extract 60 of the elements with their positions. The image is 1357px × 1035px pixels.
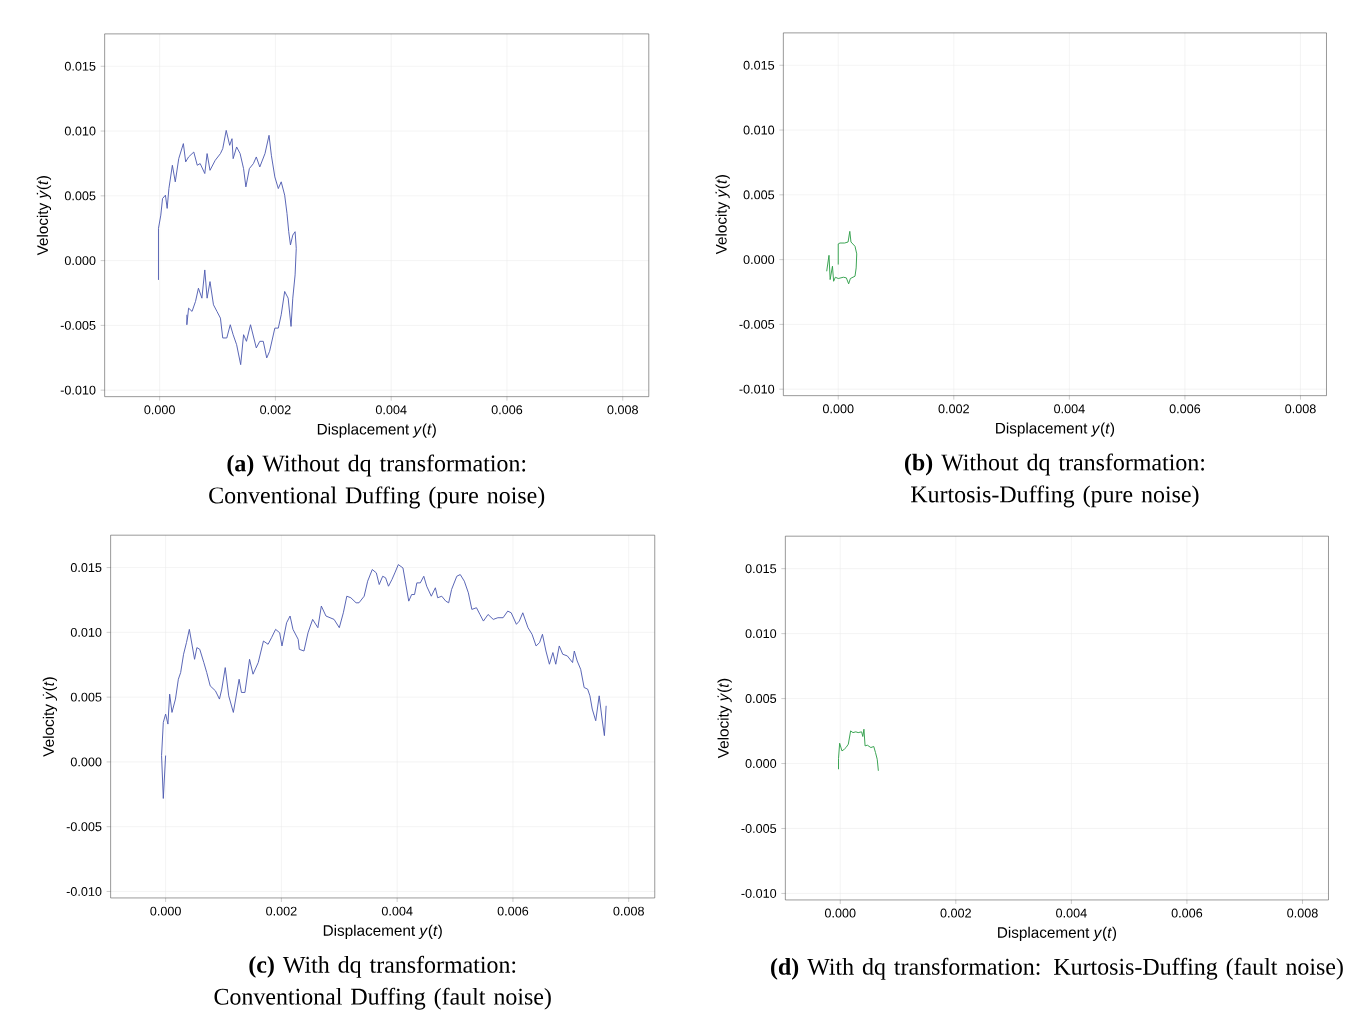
y-tick-label: -0.005: [66, 821, 102, 831]
y-tick-label: 0.010: [743, 125, 775, 135]
x-tick-label: 0.000: [824, 908, 856, 918]
x-tick-label: 0.008: [1285, 404, 1316, 414]
y-tick-label: -0.010: [741, 888, 777, 898]
y-tick-label: 0.015: [64, 61, 96, 71]
x-tick-label: 0.000: [144, 405, 175, 415]
y-tick-label: -0.010: [66, 886, 102, 896]
y-tick-label: -0.005: [60, 320, 96, 330]
x-tick-label: 0.006: [497, 906, 529, 916]
y-tick-label: -0.010: [739, 384, 775, 394]
x-axis-title: Displacement y(t): [323, 924, 442, 939]
line-series: [838, 728, 879, 772]
x-tick-label: 0.008: [607, 405, 638, 415]
y-tick-label: 0.005: [745, 693, 777, 703]
y-tick-label: 0.005: [743, 190, 775, 200]
y-tick-label: -0.005: [739, 319, 775, 329]
y-tick-label: 0.000: [743, 254, 775, 264]
x-tick-label: 0.004: [375, 405, 407, 415]
text: (c) With dq transformation: Conventional Duffing (fault noise): [214, 955, 551, 1010]
x-tick-label: 0.000: [150, 906, 181, 916]
line-series: [158, 129, 297, 365]
y-axis-title: Velocity ẏ(t): [36, 175, 52, 256]
y-tick-label: 0.010: [70, 627, 102, 637]
y-tick-label: 0.000: [745, 758, 777, 768]
x-tick-label: 0.004: [381, 906, 413, 916]
x-axis-title: Displacement y(t): [998, 926, 1117, 941]
x-tick-label: 0.004: [1054, 404, 1085, 414]
x-tick-label: 0.002: [260, 405, 291, 415]
y-tick-label: 0.015: [745, 563, 777, 573]
y-tick-label: -0.005: [741, 823, 777, 833]
y-axis-title: Velocity ẏ(t): [42, 677, 58, 757]
text: (a) Without dq transformation: Conventional Duffing (pure noise): [209, 454, 545, 509]
y-axis-title: Velocity ẏ(t): [715, 174, 730, 255]
y-tick-label: 0.015: [743, 60, 775, 70]
text: (d) With dq transformation: Kurtosis-Duffing (fault noise): [771, 957, 1343, 980]
x-tick-label: 0.000: [822, 404, 854, 414]
x-tick-label: 0.006: [491, 405, 523, 415]
x-tick-label: 0.004: [1056, 908, 1087, 918]
y-tick-label: 0.010: [745, 628, 777, 638]
y-axis-title: Velocity ẏ(t): [717, 678, 732, 758]
x-tick-label: 0.002: [940, 908, 971, 918]
y-tick-label: 0.000: [64, 255, 96, 265]
x-tick-label: 0.002: [266, 906, 297, 916]
x-tick-label: 0.008: [613, 906, 644, 916]
y-tick-label: -0.010: [60, 385, 96, 395]
line-series: [161, 563, 607, 799]
x-tick-label: 0.002: [938, 404, 969, 414]
x-tick-label: 0.006: [1169, 404, 1201, 414]
y-tick-label: 0.000: [70, 757, 102, 767]
text: (b) Without dq transformation: Kurtosis-Duffing (pure noise): [904, 453, 1204, 508]
x-tick-label: 0.008: [1287, 908, 1318, 918]
x-axis-title: Displacement y(t): [996, 422, 1115, 437]
y-tick-label: 0.005: [70, 692, 102, 702]
x-axis-title: Displacement y(t): [317, 423, 436, 438]
x-tick-label: 0.006: [1171, 908, 1203, 918]
y-tick-label: 0.005: [64, 191, 96, 201]
line-series: [826, 230, 858, 285]
y-tick-label: 0.010: [64, 126, 96, 136]
y-tick-label: 0.015: [70, 562, 102, 572]
